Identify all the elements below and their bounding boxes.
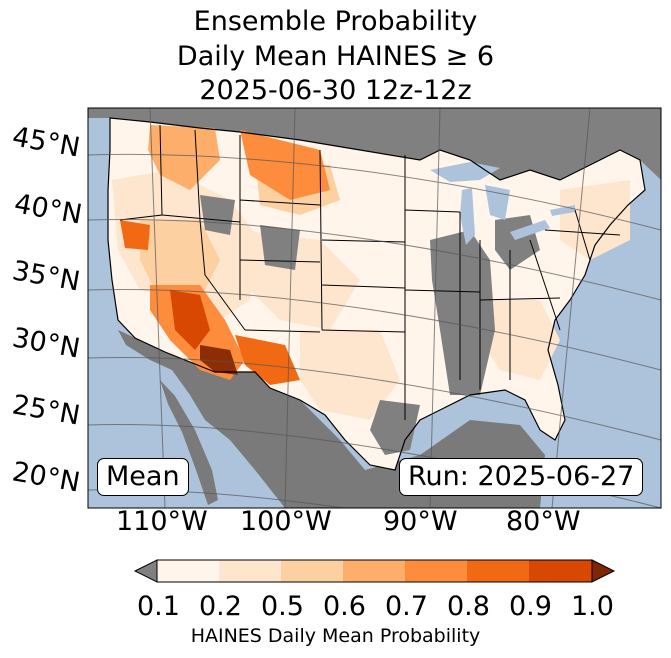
colorbar-under-triangle bbox=[133, 559, 158, 583]
colorbar-tick-label: 0.1 bbox=[137, 591, 180, 622]
lake-superior bbox=[430, 162, 500, 182]
nodata-great-basin bbox=[200, 195, 235, 235]
colorbar-segment-1 bbox=[157, 560, 219, 582]
conus-land bbox=[108, 118, 645, 470]
colorbar-tick-label: 0.7 bbox=[385, 591, 428, 622]
lon-label-90: 90°W bbox=[383, 506, 458, 537]
patch-orange-montana bbox=[240, 130, 330, 200]
colorbar bbox=[133, 559, 616, 583]
patch-orange-northwest bbox=[148, 125, 220, 190]
lake-michigan bbox=[460, 188, 475, 245]
colorbar-title: HAINES Daily Mean Probability bbox=[190, 625, 481, 647]
title-line-3: 2025-06-30 12z-12z bbox=[199, 75, 472, 106]
colorbar-segment-5 bbox=[405, 560, 467, 582]
colorbar-tick-label: 0.6 bbox=[323, 591, 366, 622]
patch-orange-oregon bbox=[120, 220, 150, 250]
colorbar-segment-3 bbox=[281, 560, 343, 582]
title-line-1: Ensemble Probability bbox=[193, 6, 478, 37]
colorbar-segment-2 bbox=[219, 560, 281, 582]
lon-label-80: 80°W bbox=[506, 506, 581, 537]
colorbar-over-triangle bbox=[591, 559, 616, 583]
patch-brown-gulf bbox=[200, 345, 238, 375]
patch-tan-nevada bbox=[140, 220, 220, 300]
map-panel bbox=[88, 108, 661, 508]
colorbar-segment-4 bbox=[343, 560, 405, 582]
baja-land bbox=[160, 380, 218, 505]
patch-darkorange-az bbox=[170, 290, 210, 350]
nodata-colorado bbox=[260, 225, 300, 270]
lon-label-110: 110°W bbox=[116, 506, 208, 537]
graticule bbox=[88, 108, 661, 508]
colorbar-tick-label: 1.0 bbox=[571, 591, 614, 622]
nodata-texas-south bbox=[370, 400, 420, 455]
lon-label-100: 100°W bbox=[240, 506, 332, 537]
map-frame bbox=[87, 107, 662, 509]
patch-peach-southeast bbox=[480, 300, 560, 380]
conus-outline bbox=[107, 117, 646, 471]
colorbar-segment-7 bbox=[529, 560, 592, 582]
state-borders bbox=[119, 124, 621, 420]
nodata-mississippi bbox=[430, 230, 495, 395]
colorbar-tick-label: 0.2 bbox=[199, 591, 242, 622]
title-line-2: Daily Mean HAINES ≥ 6 bbox=[176, 41, 495, 72]
colorbar-segment-6 bbox=[467, 560, 529, 582]
canada-land bbox=[88, 108, 661, 180]
mean-badge: Mean bbox=[97, 458, 189, 496]
colorbar-tick-label: 0.9 bbox=[509, 591, 552, 622]
run-date-badge: Run: 2025-06-27 bbox=[399, 458, 644, 496]
patch-darkorange-nm bbox=[235, 335, 300, 385]
lake-erie bbox=[510, 220, 550, 240]
colorbar-tick-label: 0.8 bbox=[447, 591, 490, 622]
colorbar-tick-label: 0.5 bbox=[261, 591, 304, 622]
